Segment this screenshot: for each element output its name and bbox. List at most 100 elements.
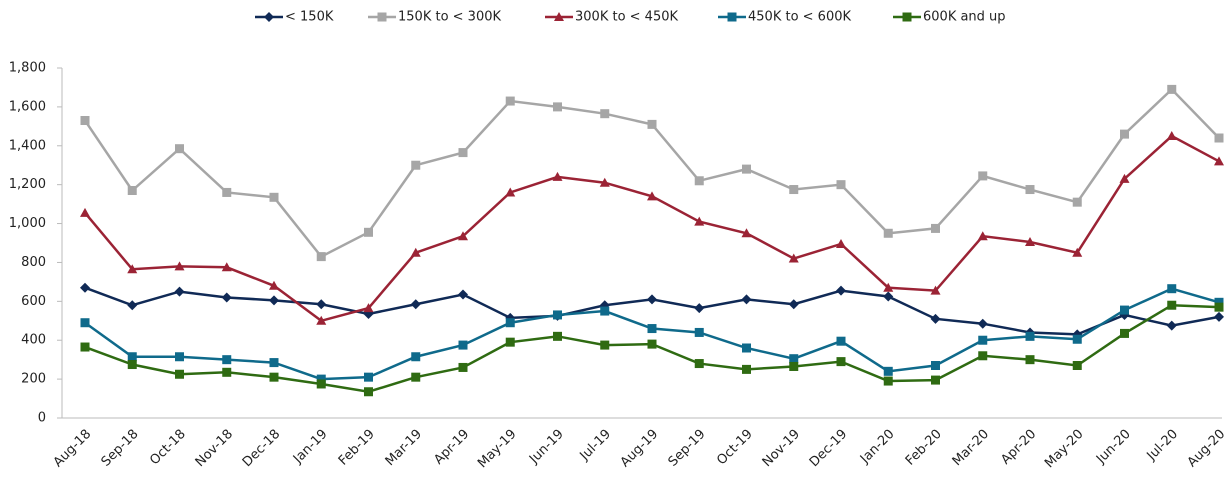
series-line [83, 87, 1220, 259]
data-point [931, 361, 940, 370]
data-point [553, 310, 562, 320]
x-tick-label: Nov-19 [760, 427, 803, 470]
legend-label: 600K and up [923, 10, 1006, 25]
y-tick-label: 1,800 [9, 61, 46, 76]
data-point [175, 352, 184, 362]
data-point [127, 360, 137, 370]
data-point [410, 247, 421, 257]
data-point [553, 331, 562, 341]
x-tick-label: Dec-19 [807, 427, 850, 470]
data-point [175, 144, 184, 154]
data-point [127, 186, 137, 195]
data-point [269, 192, 279, 202]
data-point [411, 372, 421, 382]
data-point [127, 264, 138, 274]
data-point [931, 375, 940, 385]
data-point [741, 228, 752, 238]
series-line [84, 134, 1220, 323]
data-point [316, 379, 326, 389]
data-point [1025, 237, 1035, 247]
y-tick-label: 1,200 [9, 177, 46, 192]
x-tick-label: Feb-19 [336, 427, 378, 469]
x-tick-label: Jul-19 [577, 427, 614, 464]
data-point [1120, 328, 1129, 338]
data-point [505, 337, 515, 347]
legend-marker [727, 12, 737, 22]
y-tick-label: 0 [38, 411, 46, 426]
y-tick-label: 1,400 [9, 138, 46, 153]
y-tick-label: 400 [21, 333, 46, 348]
data-point [836, 238, 846, 248]
data-point [883, 291, 894, 302]
data-point [694, 359, 704, 369]
data-point [742, 343, 751, 353]
x-tick-label: Nov-18 [193, 427, 236, 470]
data-point [647, 119, 657, 129]
data-point [647, 324, 657, 334]
y-tick-label: 800 [21, 255, 46, 270]
x-tick-label: Aug-18 [51, 427, 95, 471]
data-point [647, 294, 657, 305]
x-tick-label: Jun-20 [1093, 427, 1134, 468]
data-point [978, 171, 988, 181]
x-tick-label: Oct-19 [714, 427, 756, 469]
data-point [1167, 284, 1177, 294]
x-tick-label: Dec-18 [240, 427, 283, 470]
data-point [269, 358, 279, 368]
data-point [742, 364, 751, 374]
x-tick-label: Feb-20 [903, 427, 945, 469]
legend-marker [902, 12, 912, 22]
data-point [364, 387, 373, 397]
data-point [647, 191, 657, 201]
data-point [788, 299, 799, 310]
data-point [80, 116, 90, 125]
data-point [411, 352, 421, 362]
data-point [883, 366, 893, 376]
data-point [316, 299, 327, 310]
data-point [1214, 311, 1224, 322]
data-point [316, 252, 326, 262]
data-point [1166, 320, 1177, 331]
data-point [742, 164, 751, 174]
data-point [175, 369, 184, 379]
data-point [174, 261, 185, 271]
data-point [836, 357, 846, 367]
legend-marker [377, 12, 387, 22]
x-tick-label: May-19 [475, 427, 519, 471]
data-point [458, 289, 468, 300]
data-point [883, 282, 894, 292]
data-point [883, 228, 893, 238]
data-point [1072, 361, 1082, 370]
data-point [222, 355, 232, 365]
data-point [80, 342, 90, 352]
data-point [316, 315, 327, 325]
data-point [458, 148, 468, 158]
data-point [836, 180, 846, 190]
data-point [458, 362, 468, 372]
y-tick-label: 600 [21, 294, 46, 309]
data-point [789, 361, 799, 371]
x-tick-label: Mar-19 [383, 427, 425, 469]
x-tick-label: Jun-19 [526, 427, 567, 468]
data-point [1072, 197, 1082, 207]
x-tick-label: Sep-19 [666, 427, 709, 470]
data-point [883, 376, 893, 386]
legend-label: 450K to < 600K [748, 10, 851, 25]
data-point [694, 303, 705, 314]
x-tick-label: Mar-20 [950, 427, 992, 469]
x-tick-label: Aug-19 [618, 427, 662, 471]
data-point [694, 216, 705, 226]
data-point [1214, 297, 1224, 307]
data-point [553, 102, 562, 112]
data-point [978, 335, 988, 345]
data-point [977, 231, 988, 241]
data-point [600, 340, 610, 350]
data-point [363, 303, 374, 313]
data-point [694, 327, 704, 337]
data-point [505, 318, 515, 328]
data-point [222, 187, 232, 197]
data-point [931, 223, 940, 233]
data-point [741, 294, 752, 305]
y-tick-label: 1,000 [9, 216, 46, 231]
